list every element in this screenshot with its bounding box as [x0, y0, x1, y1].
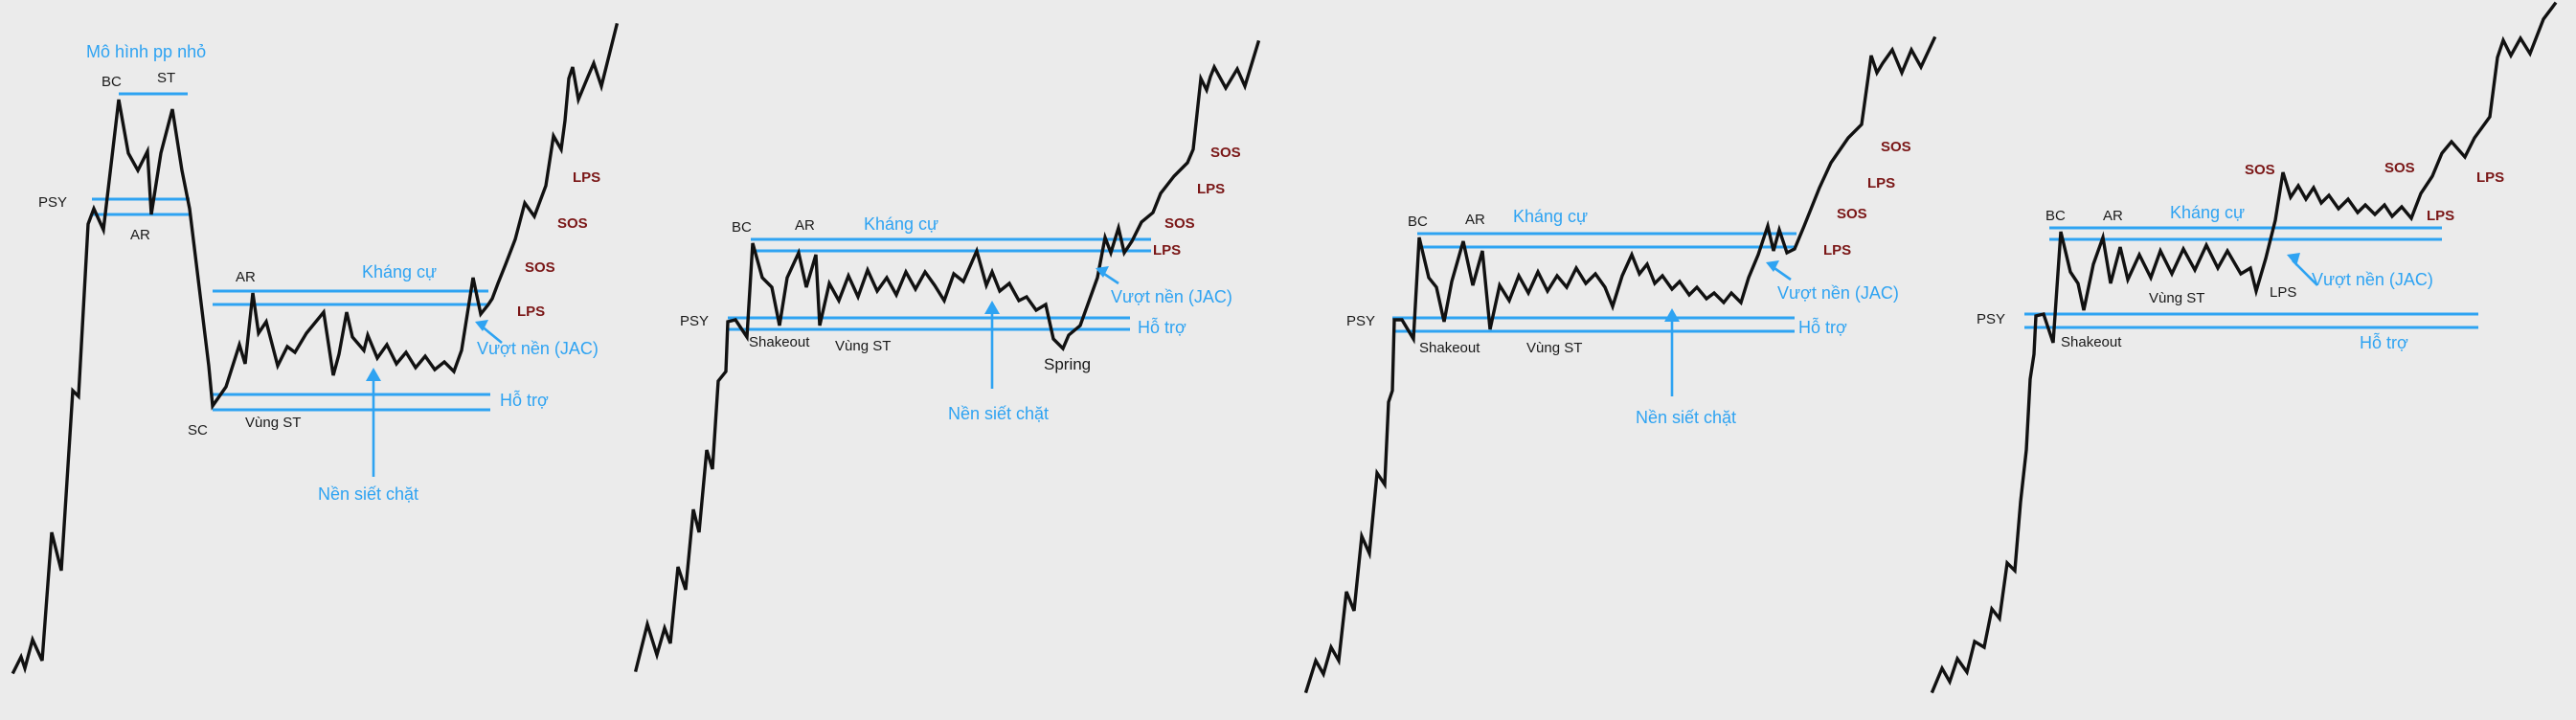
panel1-sc-label: SC	[188, 422, 208, 439]
panel1-lps-high-label: LPS	[573, 169, 600, 186]
panel-3: BC AR Kháng cự PSY Shakeout Vùng ST Nền …	[1303, 35, 1937, 694]
panel3-coil-label: Nền siết chặt	[1636, 408, 1736, 427]
panel3-support-label: Hỗ trợ	[1798, 317, 1847, 337]
panel3-lps-high-label: LPS	[1867, 175, 1895, 191]
panel4-psy-label: PSY	[1977, 311, 2005, 327]
coil-arrowhead-icon	[1664, 308, 1680, 322]
panel2-sos-low-label: SOS	[1164, 215, 1195, 232]
price-path	[1930, 1, 2558, 694]
panel1-lps-label: LPS	[517, 304, 545, 320]
panel4-range-label: Vùng ST	[2149, 290, 2204, 306]
panel3-shakeout-label: Shakeout	[1419, 340, 1480, 356]
panel3-range-label: Vùng ST	[1526, 340, 1582, 356]
panel4-resistance-label: Kháng cự	[2170, 203, 2245, 222]
panel4-jac-label: Vượt nền (JAC)	[2312, 270, 2433, 289]
panel1-range-label: Vùng ST	[245, 415, 301, 431]
panel-1: Mô hình pp nhỏ PSY BC ST AR AR Kháng cự …	[11, 22, 620, 675]
jac-arrowhead-icon	[475, 320, 488, 331]
panel2-jac-label: Vượt nền (JAC)	[1111, 287, 1232, 306]
panel3-jac-label: Vượt nền (JAC)	[1777, 283, 1899, 303]
panel3-psy-label: PSY	[1346, 313, 1375, 329]
panel2-support-label: Hỗ trợ	[1138, 317, 1186, 337]
panel-4: BC AR Kháng cự PSY Shakeout Vùng ST LPS …	[1930, 1, 2558, 694]
jac-arrowhead-icon	[2287, 253, 2300, 266]
coil-arrowhead-icon	[984, 301, 1000, 314]
panel3-sos-high-label: SOS	[1881, 139, 1911, 155]
panel4-bc-label: BC	[2045, 208, 2066, 224]
price-path	[11, 22, 620, 675]
panel4-ar-label: AR	[2103, 208, 2123, 224]
panel1-sos-low-label: SOS	[525, 259, 555, 276]
panel4-shakeout-label: Shakeout	[2061, 334, 2122, 350]
panel2-sos-high-label: SOS	[1210, 145, 1241, 161]
panel4-lps-mid-label: LPS	[2270, 284, 2296, 301]
panel4-sos-left-label: SOS	[2245, 162, 2275, 178]
panel1-resistance-label: Kháng cự	[362, 262, 437, 281]
panel1-bc-label: BC	[102, 74, 122, 90]
panel3-bc-label: BC	[1408, 214, 1428, 230]
jac-arrowhead-icon	[1096, 266, 1109, 278]
panel2-spring-label: Spring	[1044, 355, 1091, 373]
panel4-lps-right-label: LPS	[2427, 208, 2454, 224]
panel4-lps-top-label: LPS	[2476, 169, 2504, 186]
panel2-lps-low-label: LPS	[1153, 242, 1181, 259]
panel2-lps-high-label: LPS	[1197, 181, 1225, 197]
panel1-ar-top-label: AR	[236, 269, 256, 285]
price-path	[1303, 35, 1937, 694]
price-path	[633, 39, 1261, 673]
panel1-jac-label: Vượt nền (JAC)	[477, 339, 599, 358]
panel3-sos-low-label: SOS	[1837, 206, 1867, 222]
panel2-coil-label: Nền siết chặt	[948, 404, 1049, 423]
jac-arrowhead-icon	[1766, 260, 1779, 272]
panel2-range-label: Vùng ST	[835, 338, 891, 354]
panel1-support-label: Hỗ trợ	[500, 390, 549, 410]
panel2-resistance-label: Kháng cự	[864, 214, 938, 234]
panel-2: BC AR Kháng cự PSY Shakeout Vùng ST Spri…	[633, 39, 1261, 673]
coil-arrowhead-icon	[366, 368, 381, 381]
panel1-psy-label: PSY	[38, 194, 67, 211]
panel4-sos-right-label: SOS	[2384, 160, 2415, 176]
panel1-title: Mô hình pp nhỏ	[86, 42, 206, 61]
panel1-st-label: ST	[157, 70, 175, 86]
panel2-ar-label: AR	[795, 217, 815, 234]
panel1-coil-label: Nền siết chặt	[318, 484, 418, 504]
panel2-bc-label: BC	[732, 219, 752, 236]
panel3-resistance-label: Kháng cự	[1513, 207, 1588, 226]
panel2-psy-label: PSY	[680, 313, 709, 329]
panel4-support-label: Hỗ trợ	[2360, 332, 2408, 352]
panel2-shakeout-label: Shakeout	[749, 334, 810, 350]
panel1-ar-label: AR	[130, 227, 150, 243]
panel3-ar-label: AR	[1465, 212, 1485, 228]
jac-arrow	[480, 324, 503, 345]
panel1-sos-high-label: SOS	[557, 215, 588, 232]
panel3-lps-low-label: LPS	[1823, 242, 1851, 259]
